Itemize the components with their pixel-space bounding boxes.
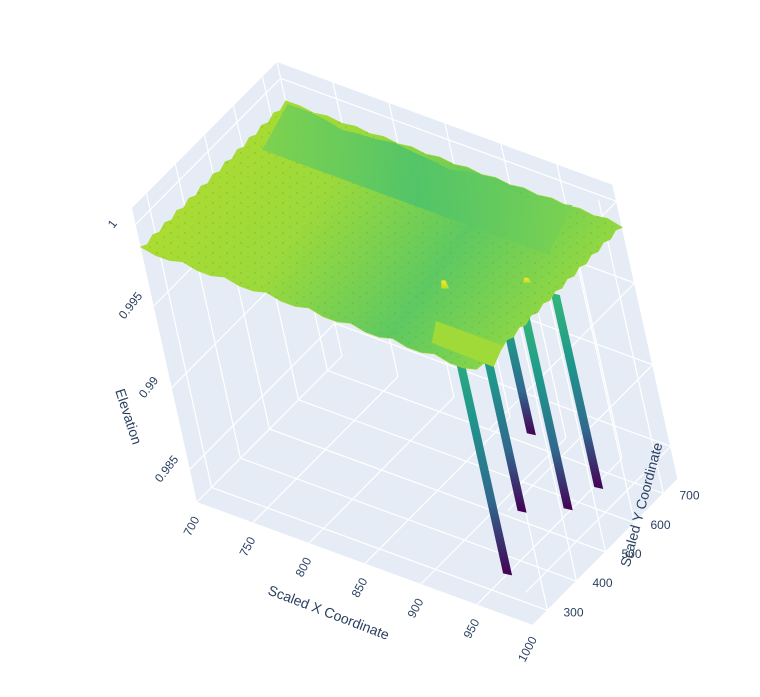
y-tick-label: 600 <box>650 518 670 532</box>
x-tick-label: 700 <box>181 514 203 539</box>
z-tick-label: 1 <box>105 217 120 231</box>
y-tick-label: 300 <box>563 605 583 619</box>
y-tick-label: 700 <box>679 489 699 503</box>
y-tick-label: 400 <box>592 576 612 590</box>
x-tick-label: 900 <box>405 596 427 621</box>
x-tick-label: 850 <box>349 575 371 600</box>
z-tick-label: 0.99 <box>136 373 162 400</box>
x-axis-title: Scaled X Coordinate <box>266 582 392 643</box>
z-tick-label: 0.985 <box>152 452 182 485</box>
z-tick-label: 0.995 <box>116 289 146 322</box>
x-tick-label: 950 <box>461 616 483 641</box>
x-tick-label: 1000 <box>515 634 540 664</box>
x-tick-label: 800 <box>293 555 315 580</box>
x-tick-label: 750 <box>237 534 259 559</box>
